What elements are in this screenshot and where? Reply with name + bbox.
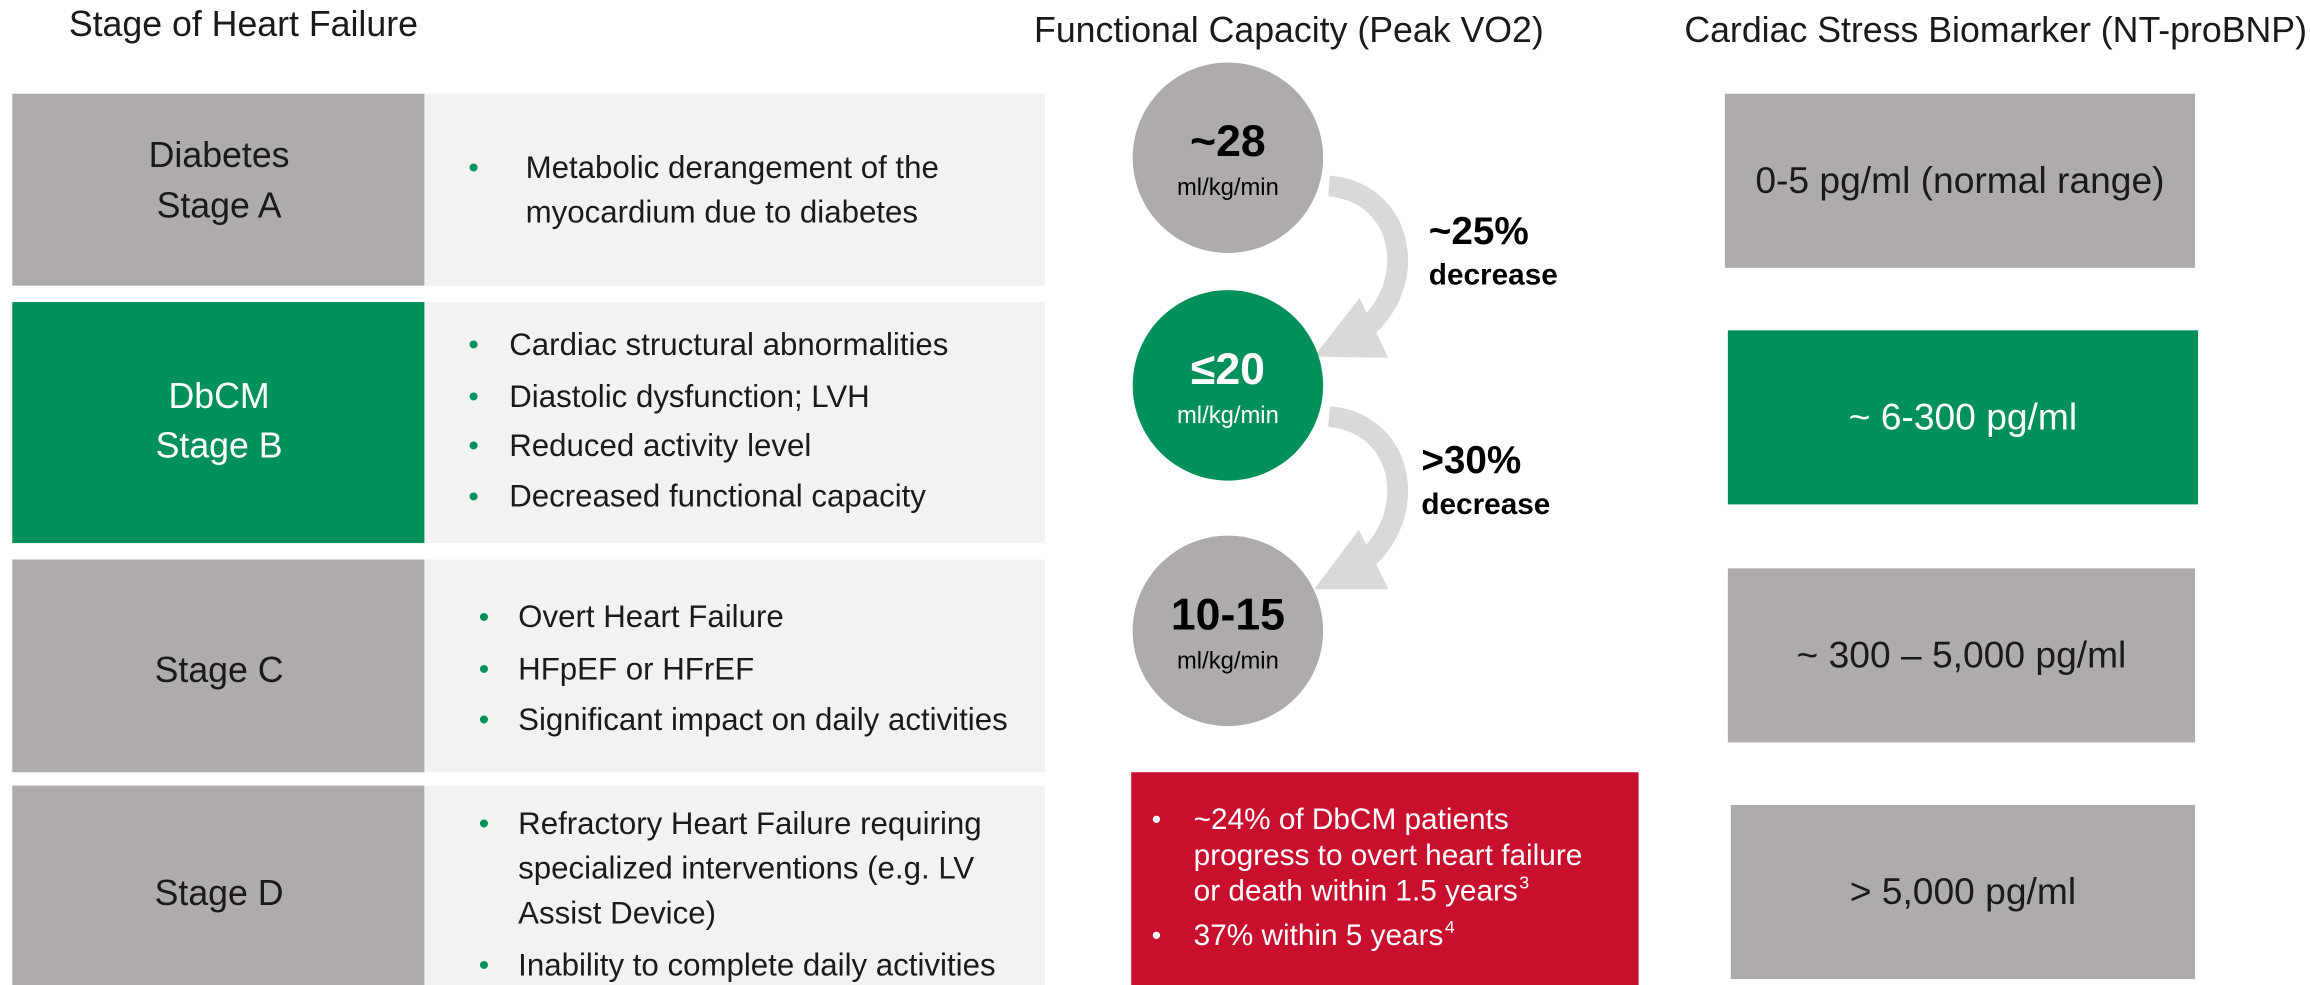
stage-bullet: Inability to complete daily activities (518, 947, 995, 982)
progression-text: ~24% of DbCM patients (1194, 803, 1509, 836)
stage-label: Stage C (155, 650, 284, 690)
decrease-amount: ~25% (1429, 210, 1529, 253)
biomarker-box (1727, 568, 2196, 743)
decrease-arrow (1314, 406, 1409, 590)
capacity-value: 10-15 (1171, 590, 1285, 639)
progression-text: or death within 1.5 years (1194, 875, 1518, 908)
capacity-value: ≤20 (1191, 345, 1265, 394)
column-header: Functional Capacity (Peak VO2) (1034, 10, 1544, 50)
stage-bullet: Diastolic dysfunction; LVH (509, 379, 870, 414)
stage-bullet: myocardium due to diabetes (526, 195, 918, 230)
bullet-dot: • (468, 381, 478, 414)
bullet-dot: • (479, 601, 489, 634)
stage-bullet: Assist Device) (518, 895, 716, 930)
biomarker-text: 0-5 pg/ml (normal range) (1755, 159, 2164, 201)
capacity-circle (1132, 535, 1324, 727)
reference: 4 (1445, 917, 1455, 937)
stage-bullet: Metabolic derangement of the (526, 150, 939, 185)
stage-description-box (424, 93, 1045, 286)
stage-label: Stage D (155, 873, 284, 913)
stage-bullet: Significant impact on daily activities (518, 702, 1008, 737)
bullet-dot: • (468, 480, 478, 513)
stage-label-box (12, 93, 425, 286)
decrease-label: decrease (1429, 259, 1558, 292)
bullet-dot: • (1152, 920, 1161, 950)
stage-bullet: Overt Heart Failure (518, 599, 784, 634)
capacity-value: ~28 (1190, 117, 1266, 166)
capacity-circle (1132, 290, 1324, 481)
reference: 3 (1519, 873, 1529, 893)
bullet-dot: • (1152, 804, 1161, 834)
stage-label-box (12, 302, 425, 544)
stage-label-box (12, 785, 425, 985)
bullet-dot: • (468, 329, 478, 362)
capacity-unit: ml/kg/min (1177, 174, 1279, 201)
bullet-dot: • (468, 430, 478, 463)
bullet-dot: • (479, 949, 489, 982)
stage-label-box (12, 559, 425, 773)
biomarker-text: > 5,000 pg/ml (1850, 870, 2076, 912)
stage-label: Diabetes (149, 135, 290, 175)
progression-text: 37% within 5 years (1194, 919, 1444, 952)
column-header: Cardiac Stress Biomarker (NT-proBNP) (1684, 10, 2307, 50)
stage-bullet: HFpEF or HFrEF (518, 651, 754, 686)
bullet-dot: • (468, 151, 478, 184)
stage-bullet: Decreased functional capacity (509, 479, 926, 514)
stage-bullet: Cardiac structural abnormalities (509, 327, 948, 362)
stage-description-box (424, 302, 1045, 544)
decrease-amount: >30% (1421, 439, 1521, 482)
bullet-dot: • (479, 703, 489, 736)
biomarker-box (1727, 330, 2199, 505)
decrease-arrow (1313, 175, 1409, 358)
progression-text: progress to overt heart failure (1194, 839, 1583, 872)
column-header: Stage of Heart Failure (69, 4, 418, 44)
stage-bullet: Refractory Heart Failure requiring (518, 806, 981, 841)
progression-box (1131, 772, 1639, 985)
stage-description-box (424, 785, 1045, 985)
biomarker-text: ~ 300 – 5,000 pg/ml (1797, 633, 2127, 675)
capacity-circle (1132, 62, 1324, 253)
stage-label: DbCM (169, 376, 270, 416)
stage-bullet: Reduced activity level (509, 428, 811, 463)
capacity-unit: ml/kg/min (1177, 402, 1279, 429)
bullet-dot: • (479, 653, 489, 686)
stage-label: Stage A (157, 186, 282, 226)
decrease-label: decrease (1421, 488, 1550, 521)
biomarker-box (1724, 93, 2196, 268)
biomarker-box (1730, 804, 2196, 980)
stage-label: Stage B (156, 425, 283, 465)
stage-description-box (424, 559, 1045, 773)
biomarker-text: ~ 6-300 pg/ml (1849, 395, 2077, 437)
bullet-dot: • (479, 808, 489, 841)
stage-bullet: specialized interventions (e.g. LV (518, 851, 974, 886)
capacity-unit: ml/kg/min (1177, 647, 1279, 674)
